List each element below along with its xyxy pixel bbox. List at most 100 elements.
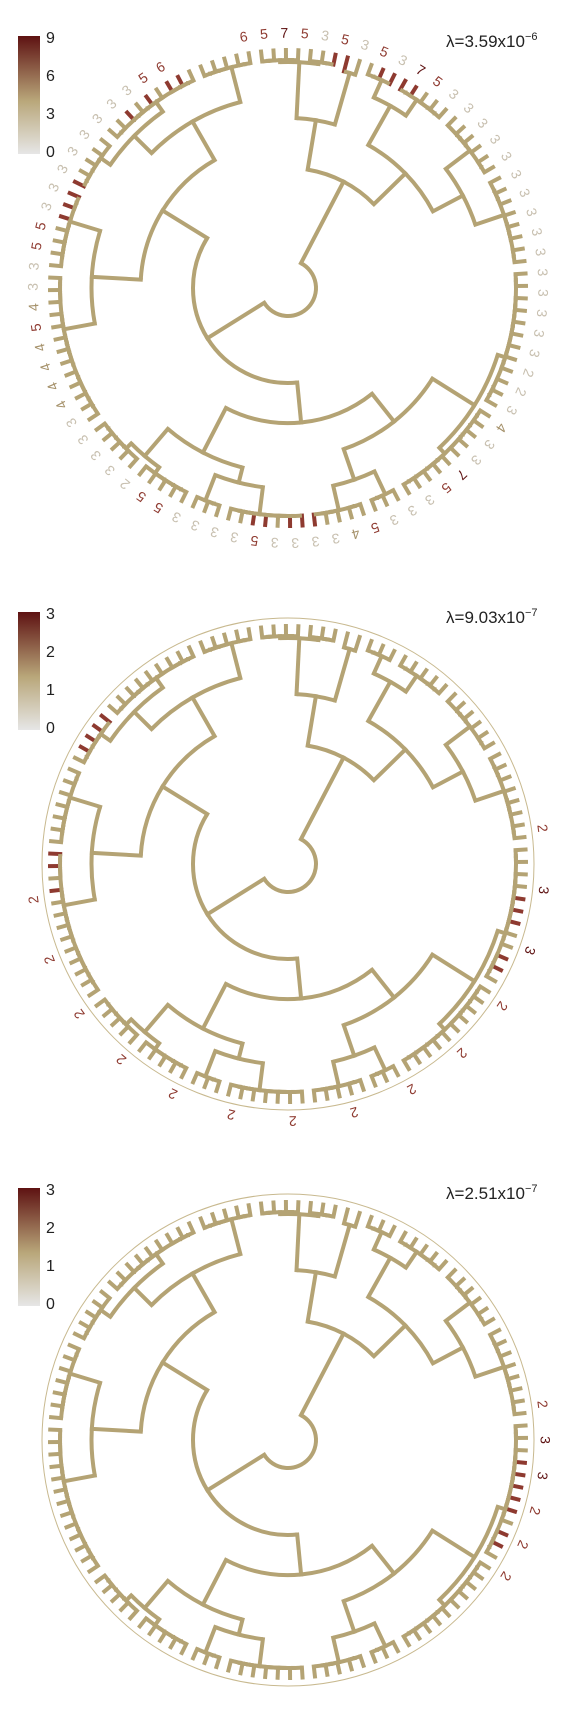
branch-arc (144, 1040, 166, 1058)
branch-segment (202, 1048, 218, 1080)
tip-label: 3 (25, 283, 41, 291)
tip-label: 3 (534, 309, 551, 319)
branch-arc (217, 62, 245, 73)
tip-label: 5 (28, 241, 45, 252)
branch-segment (365, 103, 394, 148)
branch-segment (189, 694, 218, 739)
tip-label: 5 (340, 31, 351, 48)
tip-label: 2 (527, 1505, 545, 1517)
branch-segment (228, 640, 243, 681)
branch-segment (305, 1269, 319, 1324)
branch-segment (89, 850, 143, 858)
branch-arc (214, 1625, 264, 1642)
tip-label: 3 (534, 1471, 551, 1481)
branch-arc (262, 1413, 318, 1470)
branch-segment (365, 1255, 394, 1300)
branch-segment (257, 1060, 266, 1093)
branch-arc (280, 59, 319, 67)
branch-arc (332, 1621, 376, 1640)
tip-label: 2 (494, 998, 512, 1014)
tip-label: 4 (350, 525, 362, 543)
branch-segment (295, 1532, 304, 1577)
branch-segment (48, 263, 64, 269)
branch-arc (455, 133, 484, 169)
legend-tick: 0 (46, 144, 55, 161)
branch-arc (296, 692, 336, 703)
branch-arc (138, 1310, 216, 1432)
branch-arc (372, 650, 391, 662)
tip-label: 3 (270, 535, 279, 551)
branch-segment (341, 1598, 357, 1635)
branch-segment (387, 1224, 397, 1239)
branch-segment (444, 115, 458, 129)
tip-label: 3 (532, 247, 549, 257)
tip-label: 3 (537, 1436, 553, 1444)
tip-label: 3 (521, 944, 539, 957)
branch-segment (400, 1633, 412, 1648)
branch-arc (491, 1477, 515, 1540)
branch-arc (114, 1588, 139, 1613)
branch-segment (298, 1330, 347, 1418)
branch-arc (444, 167, 478, 226)
tip-label: 3 (387, 511, 401, 529)
branch-segment (67, 1371, 103, 1386)
branch-segment (472, 788, 507, 804)
branch-segment (512, 1410, 527, 1417)
branch-arc (491, 325, 515, 388)
branch-arc (425, 435, 463, 471)
branch-segment (487, 751, 502, 762)
branch-segment (131, 709, 155, 732)
branch-arc (376, 1064, 395, 1076)
tip-label: 2 (534, 823, 551, 833)
tip-label: 3 (53, 161, 71, 176)
branch-arc (129, 1594, 161, 1621)
tip-label: 3 (528, 226, 545, 237)
tip-label: 2 (348, 1104, 360, 1122)
branch-segment (307, 48, 313, 64)
branch-segment (352, 58, 363, 78)
branch-arc (239, 1660, 280, 1670)
branch-segment (179, 489, 189, 504)
branch-segment (89, 274, 143, 282)
branch-segment (236, 1041, 245, 1062)
branch-segment (311, 1088, 318, 1103)
tip-label: 3 (45, 180, 63, 194)
tip-label: 4 (31, 342, 48, 354)
legend-tick: 0 (46, 720, 55, 737)
branch-arc (296, 1268, 336, 1279)
color-legend-bar (18, 1188, 40, 1306)
branch-arc (132, 661, 182, 698)
branch-segment (89, 1426, 143, 1434)
branch-arc (166, 427, 244, 470)
branch-arc (138, 734, 216, 856)
tip-label: 3 (62, 415, 80, 430)
branch-segment (512, 834, 527, 841)
branch-arc (150, 1252, 241, 1307)
legend-tick: 1 (46, 682, 55, 699)
tip-label: 7 (413, 61, 428, 79)
branch-segment (67, 795, 103, 810)
branch-arc (129, 1018, 161, 1045)
branch-segment (365, 1214, 374, 1230)
color-legend-ticks: 9 6 3 0 (46, 30, 55, 161)
tip-label: 5 (378, 43, 391, 61)
tip-ring (41, 617, 535, 1111)
branch-arc (108, 686, 164, 742)
branch-segment (137, 463, 149, 478)
branch-arc (438, 930, 500, 1026)
legend-tick: 3 (46, 1182, 55, 1199)
branch-segment (236, 1617, 245, 1638)
branch-arc (372, 1247, 408, 1270)
branch-segment (298, 178, 347, 266)
branch-segment (190, 494, 200, 509)
branch-segment (443, 147, 473, 172)
tip-label: 3 (446, 85, 462, 102)
branch-arc (138, 158, 216, 280)
tip-label: 5 (438, 479, 454, 497)
branch-segment (198, 1215, 208, 1231)
branch-arc (372, 95, 408, 118)
tip-label: 2 (165, 1085, 179, 1103)
branch-segment (371, 1322, 409, 1360)
tip-label: 3 (523, 206, 541, 218)
